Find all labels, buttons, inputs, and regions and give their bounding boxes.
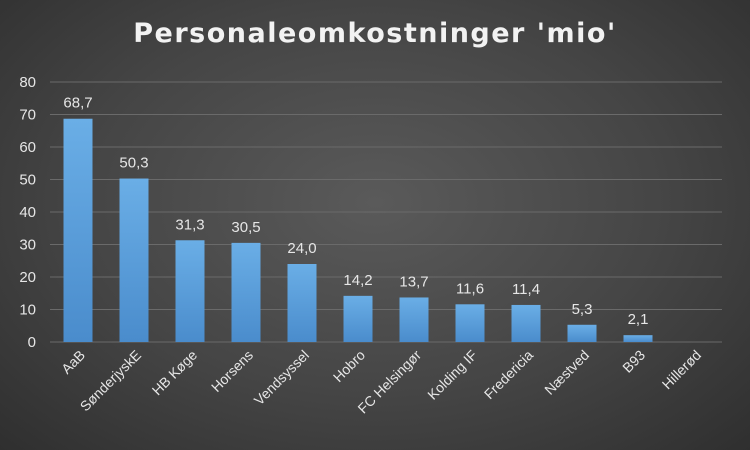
y-tick-label: 20 bbox=[19, 269, 36, 286]
bar bbox=[567, 324, 597, 342]
data-label: 31,3 bbox=[175, 216, 204, 233]
y-tick-label: 80 bbox=[19, 74, 36, 91]
bar bbox=[455, 304, 485, 342]
bar bbox=[343, 295, 373, 342]
x-tick-label: Hillerød bbox=[659, 347, 704, 392]
bar bbox=[119, 178, 149, 342]
y-tick-label: 50 bbox=[19, 172, 36, 189]
x-tick-label: Vendsyssel bbox=[251, 347, 312, 408]
x-tick-label: Hobro bbox=[330, 347, 368, 385]
data-label: 30,5 bbox=[231, 219, 260, 236]
bar bbox=[287, 264, 317, 342]
bar bbox=[231, 242, 261, 342]
x-tick-label: Kolding IF bbox=[424, 347, 480, 403]
data-label: 68,7 bbox=[63, 95, 92, 112]
y-tick-label: 30 bbox=[19, 237, 36, 254]
data-label: 5,3 bbox=[572, 301, 593, 318]
y-tick-label: 40 bbox=[19, 204, 36, 221]
bar bbox=[399, 297, 429, 342]
data-label: 11,6 bbox=[456, 280, 484, 297]
data-label: 11,4 bbox=[512, 281, 540, 298]
x-tick-label: B93 bbox=[619, 347, 648, 376]
y-tick-label: 60 bbox=[19, 139, 36, 156]
chart-title: Personaleomkostninger 'mio' bbox=[133, 18, 617, 49]
x-tick-label: HB Køge bbox=[149, 347, 201, 399]
y-tick-label: 0 bbox=[28, 334, 36, 351]
x-tick-label: Horsens bbox=[208, 347, 256, 395]
bar bbox=[175, 240, 205, 342]
data-label: 13,7 bbox=[399, 273, 428, 290]
x-tick-label: AaB bbox=[58, 347, 88, 377]
data-label: 14,2 bbox=[343, 272, 372, 289]
data-label: 24,0 bbox=[287, 240, 316, 257]
data-label: 50,3 bbox=[119, 155, 148, 172]
y-tick-label: 10 bbox=[19, 302, 36, 319]
x-tick-label: Fredericia bbox=[481, 347, 536, 402]
data-label: 2,1 bbox=[628, 311, 649, 328]
y-tick-label: 70 bbox=[19, 107, 36, 124]
x-tick-label: Næstved bbox=[541, 347, 592, 398]
bar bbox=[511, 304, 541, 342]
bar bbox=[623, 335, 653, 342]
bar bbox=[63, 118, 93, 342]
